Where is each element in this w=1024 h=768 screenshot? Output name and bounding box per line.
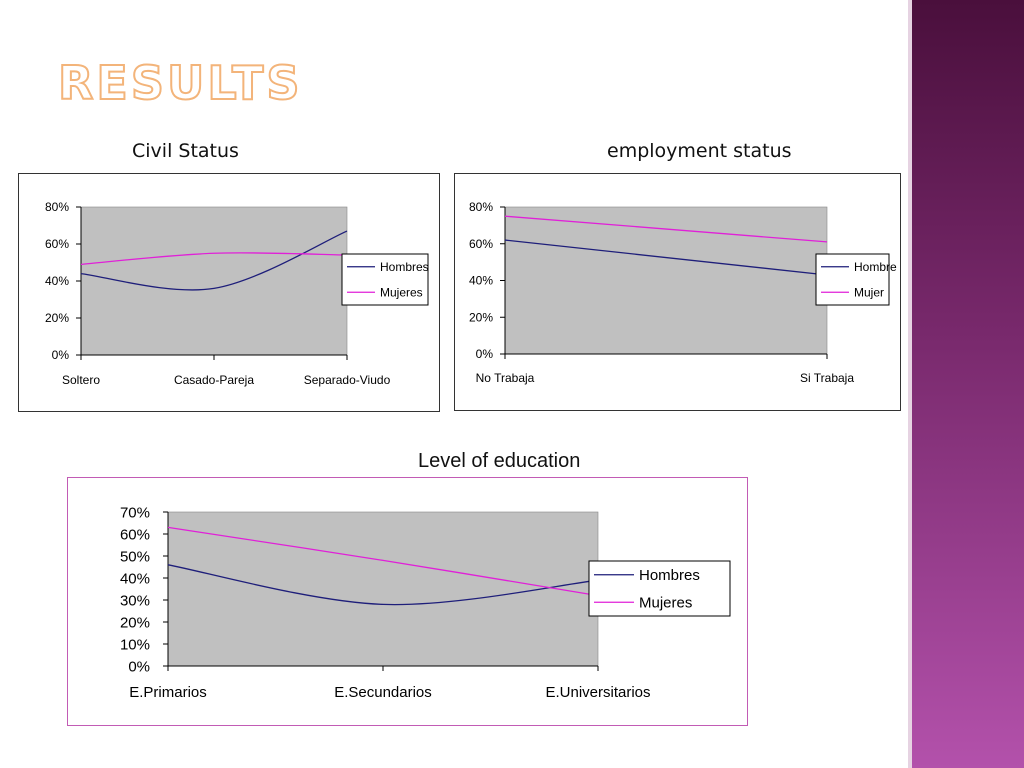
y-tick-label: 20% <box>120 614 150 631</box>
legend-label: Mujer <box>854 285 884 299</box>
y-tick-label: 80% <box>45 200 69 214</box>
legend-box <box>341 253 429 306</box>
y-tick-label: 0% <box>476 347 494 361</box>
x-tick-label: Soltero <box>62 373 100 387</box>
legend-label: Hombre <box>854 260 897 274</box>
series-line-hombre <box>504 239 828 276</box>
x-tick-label: Si Trabaja <box>800 371 854 385</box>
y-tick-label: 50% <box>120 548 150 565</box>
y-tick-label: 10% <box>120 636 150 653</box>
education-level-title: Level of education <box>418 450 581 472</box>
y-tick-label: 80% <box>469 200 493 214</box>
civil-status-title: Civil Status <box>132 140 239 162</box>
y-tick-label: 60% <box>120 526 150 543</box>
series-line-hombres <box>167 564 599 606</box>
legend-box <box>588 560 731 617</box>
series-line-mujeres <box>167 526 599 597</box>
decorative-sidebar <box>912 0 1024 768</box>
x-tick-label: No Trabaja <box>476 371 535 385</box>
y-tick-label: 0% <box>128 658 150 675</box>
slide-title: RESULTS <box>57 55 303 111</box>
employment-status-title: employment status <box>607 140 792 162</box>
series-line-mujeres <box>80 252 348 265</box>
civil-status-svg: 0% 20% 40% 60% 80% Soltero Casado-Pareja Separa… <box>45 200 429 387</box>
y-tick-label: 60% <box>469 237 493 251</box>
education-level-chart: 0% 10% 20% 30% 40% 50% 60% 70% E.Primarios E.Secu… <box>67 477 748 726</box>
x-tick-label: E.Primarios <box>129 684 207 701</box>
y-tick-label: 40% <box>469 274 493 288</box>
y-tick-label: 60% <box>45 237 69 251</box>
education-level-svg: 0% 10% 20% 30% 40% 50% 60% 70% E.Primarios E.Secu… <box>120 504 731 701</box>
y-tick-label: 40% <box>120 570 150 587</box>
sidebar-edge <box>908 0 912 768</box>
y-tick-label: 70% <box>120 504 150 521</box>
y-tick-label: 20% <box>469 310 493 324</box>
series-line-mujer <box>504 215 828 243</box>
x-tick-label: Casado-Pareja <box>174 373 254 387</box>
plot-area <box>167 511 599 667</box>
y-tick-label: 0% <box>52 348 70 362</box>
legend-box <box>815 253 890 306</box>
plot-area <box>504 206 828 355</box>
x-tick-label: Separado-Viudo <box>304 373 391 387</box>
y-tick-label: 40% <box>45 274 69 288</box>
x-tick-label: E.Secundarios <box>334 684 432 701</box>
legend-label: Mujeres <box>380 285 423 299</box>
plot-area <box>80 206 348 356</box>
legend-label: Hombres <box>639 567 700 584</box>
y-tick-label: 30% <box>120 592 150 609</box>
series-line-hombres <box>80 230 348 291</box>
x-tick-label: E.Universitarios <box>545 684 650 701</box>
legend-label: Mujeres <box>639 595 692 612</box>
employment-status-chart: 0% 20% 40% 60% 80% No Trabaja Si Trabaja Hombre… <box>454 173 901 411</box>
legend-label: Hombres <box>380 260 429 274</box>
civil-status-chart: 0% 20% 40% 60% 80% Soltero Casado-Pareja Separa… <box>18 173 440 412</box>
employment-status-svg: 0% 20% 40% 60% 80% No Trabaja Si Trabaja Hombre… <box>469 200 897 385</box>
y-tick-label: 20% <box>45 311 69 325</box>
